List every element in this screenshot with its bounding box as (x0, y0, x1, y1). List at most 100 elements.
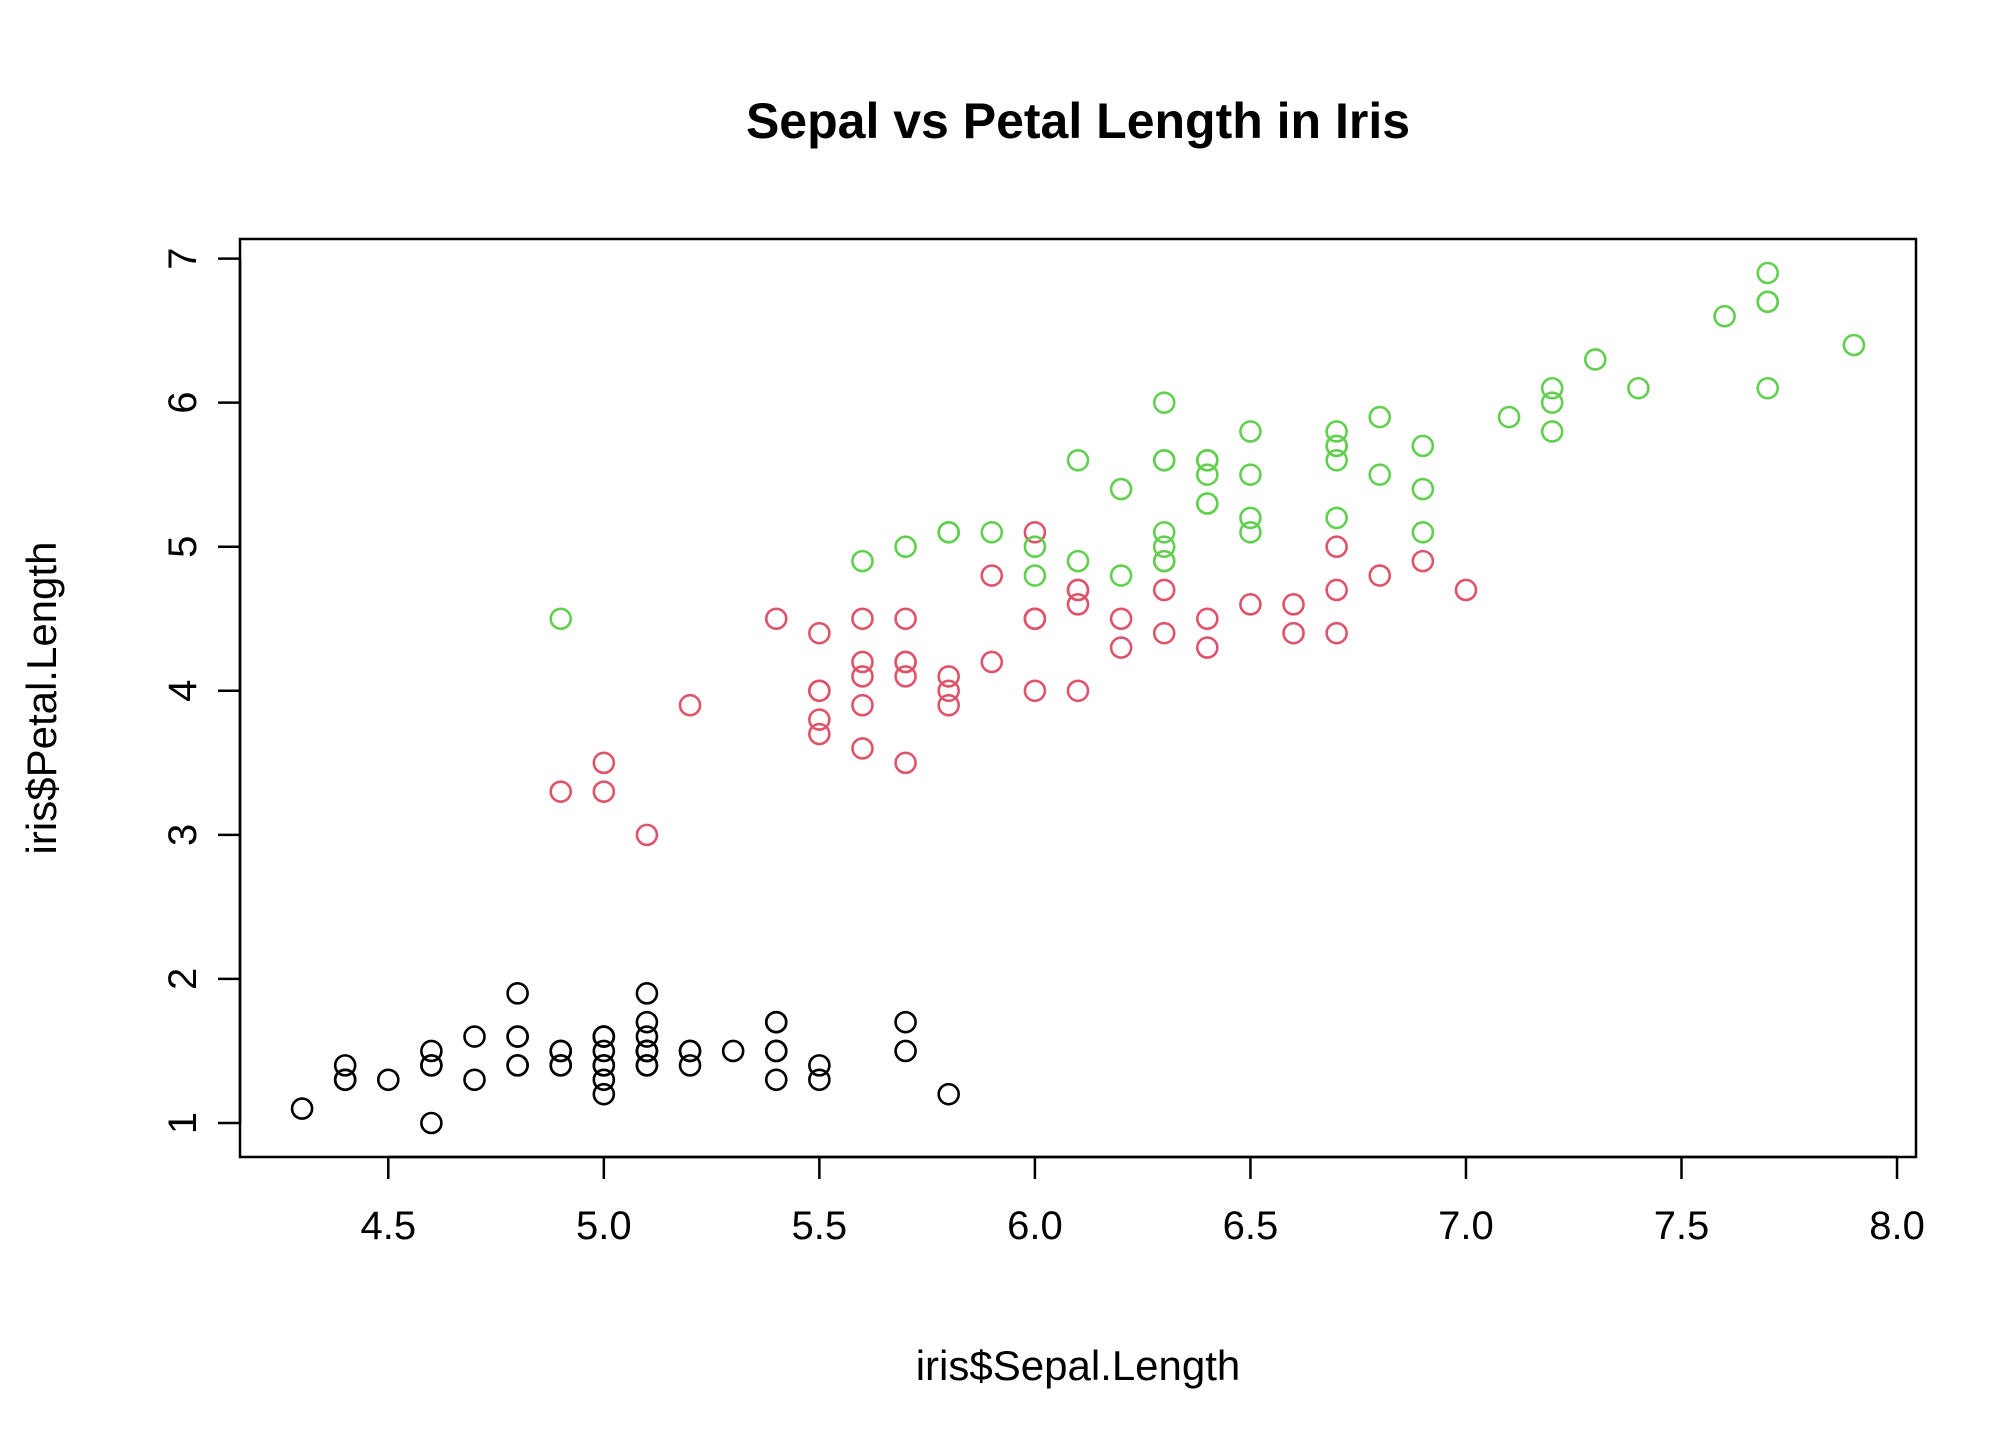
data-point (463, 1025, 486, 1048)
data-point (894, 650, 917, 674)
data-point (937, 693, 960, 717)
data-point (1023, 679, 1047, 703)
data-point (1152, 535, 1176, 559)
data-point (1109, 477, 1133, 501)
data-point (1282, 621, 1305, 645)
data-point (808, 708, 831, 731)
data-point (1540, 420, 1564, 443)
data-point (463, 1068, 486, 1092)
x-axis-label: iris$Sepal.Length (916, 1342, 1241, 1389)
data-point (851, 607, 874, 631)
data-point (592, 1054, 616, 1077)
data-point (808, 722, 831, 746)
data-point (635, 1054, 659, 1077)
data-point (721, 1039, 745, 1063)
series-3 (549, 261, 1866, 631)
data-point (1756, 290, 1780, 314)
data-point (937, 679, 960, 703)
data-point (937, 521, 960, 544)
data-point (1411, 434, 1435, 458)
data-point (678, 1054, 702, 1077)
y-tick-label: 3 (161, 824, 205, 846)
data-point (1325, 621, 1348, 645)
data-point (851, 693, 874, 717)
x-tick-label: 5.5 (792, 1204, 848, 1248)
data-point (1023, 564, 1047, 587)
y-axis-label: iris$Petal.Length (18, 542, 65, 855)
data-point (1627, 376, 1650, 400)
data-point (1023, 521, 1047, 544)
data-point (1842, 333, 1866, 357)
data-point (506, 1025, 529, 1048)
data-point (1023, 535, 1047, 559)
data-point (592, 1025, 616, 1048)
data-point (1109, 636, 1133, 659)
data-point (1411, 549, 1435, 573)
data-points (290, 261, 1866, 1135)
data-point (506, 1054, 529, 1077)
data-point (764, 607, 788, 631)
y-tick-label: 5 (161, 536, 205, 558)
data-point (1066, 679, 1090, 703)
data-point (1196, 636, 1219, 659)
data-point (333, 1054, 357, 1077)
data-point (1239, 593, 1262, 616)
data-point (894, 1039, 917, 1063)
data-point (1239, 521, 1262, 544)
data-point (764, 1039, 788, 1063)
data-point (808, 1054, 831, 1077)
data-point (1152, 621, 1176, 645)
x-axis: 4.5 5.0 5.5 6.0 6.5 7.0 7.5 8.0 (360, 1155, 1925, 1248)
x-tick-label: 4.5 (360, 1204, 416, 1248)
data-point (506, 982, 529, 1005)
y-tick-label: 6 (161, 392, 205, 414)
data-point (635, 1025, 659, 1048)
data-point (894, 535, 917, 559)
data-point (1066, 578, 1090, 602)
data-point (1454, 578, 1478, 602)
data-point (1239, 463, 1262, 486)
data-point (851, 650, 874, 674)
data-point (764, 1010, 788, 1034)
data-point (1540, 376, 1564, 400)
data-point (1066, 593, 1090, 616)
data-point (1066, 549, 1090, 573)
data-point (1152, 448, 1176, 472)
data-point (635, 982, 659, 1005)
data-point (764, 1068, 788, 1092)
data-point (376, 1068, 400, 1092)
data-point (894, 1010, 917, 1034)
data-point (1152, 391, 1176, 414)
data-point (980, 650, 1004, 674)
x-tick-label: 5.0 (576, 1204, 632, 1248)
data-point (1756, 376, 1780, 400)
data-point (1152, 578, 1176, 602)
data-point (1152, 521, 1176, 544)
y-tick-label: 1 (161, 1112, 205, 1134)
data-point (1411, 521, 1435, 544)
data-point (937, 1082, 960, 1106)
x-tick-label: 8.0 (1869, 1204, 1925, 1248)
data-point (808, 679, 831, 703)
data-point (1066, 448, 1090, 472)
data-point (635, 1010, 659, 1034)
data-point (678, 1039, 702, 1063)
series-1 (290, 982, 960, 1135)
data-point (1196, 607, 1219, 631)
data-point (635, 1039, 659, 1063)
y-tick-label: 7 (161, 247, 205, 269)
data-point (1239, 506, 1262, 530)
data-point (980, 564, 1004, 587)
data-point (1497, 405, 1521, 429)
data-point (549, 607, 573, 631)
data-point (1109, 607, 1133, 631)
data-point (592, 1039, 616, 1063)
data-point (851, 737, 874, 760)
data-point (1756, 261, 1780, 285)
plot-frame (238, 237, 1918, 1159)
data-point (592, 1068, 616, 1092)
data-point (1325, 535, 1348, 559)
data-point (808, 1068, 831, 1092)
y-tick-label: 2 (161, 968, 205, 990)
